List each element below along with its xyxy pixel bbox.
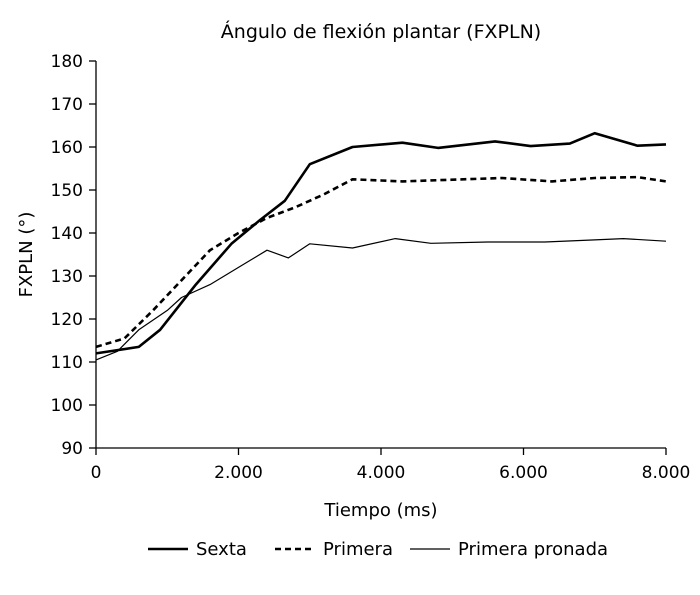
- y-tick-label: 170: [51, 95, 83, 115]
- legend-label: Primera: [323, 539, 393, 560]
- series-line-1: [95, 131, 667, 355]
- legend: Sexta Primera Primera pronada: [148, 539, 608, 560]
- series-line-2: [95, 175, 667, 349]
- y-tick-label: 120: [51, 310, 83, 330]
- series-line-3: [95, 238, 667, 361]
- legend-label: Sexta: [196, 539, 247, 560]
- x-tick-label: 4.000: [357, 463, 406, 483]
- x-tick-label: 2.000: [214, 463, 263, 483]
- chart-title: Ángulo de flexión plantar (FXPLN): [221, 20, 541, 43]
- y-tick-label: 100: [51, 396, 83, 416]
- ticks: 90 100 110 120 130 140 150 160 170 180 0 2.000 4.000…: [51, 52, 691, 483]
- axes: [95, 61, 666, 449]
- x-tick-label: 6.000: [499, 463, 548, 483]
- x-tick-label: 0: [91, 463, 102, 483]
- series-lines: [95, 131, 667, 361]
- y-tick-label: 90: [61, 439, 83, 459]
- y-tick-label: 160: [51, 138, 83, 158]
- y-tick-label: 130: [51, 267, 83, 287]
- y-tick-label: 180: [51, 52, 83, 72]
- y-axis-label: FXPLN (°): [16, 212, 37, 298]
- x-axis-label: Tiempo (ms): [323, 500, 437, 521]
- y-tick-label: 110: [51, 353, 83, 373]
- y-tick-label: 140: [51, 224, 83, 244]
- x-tick-label: 8.000: [642, 463, 691, 483]
- legend-label: Primera pronada: [458, 539, 608, 560]
- y-tick-label: 150: [51, 181, 83, 201]
